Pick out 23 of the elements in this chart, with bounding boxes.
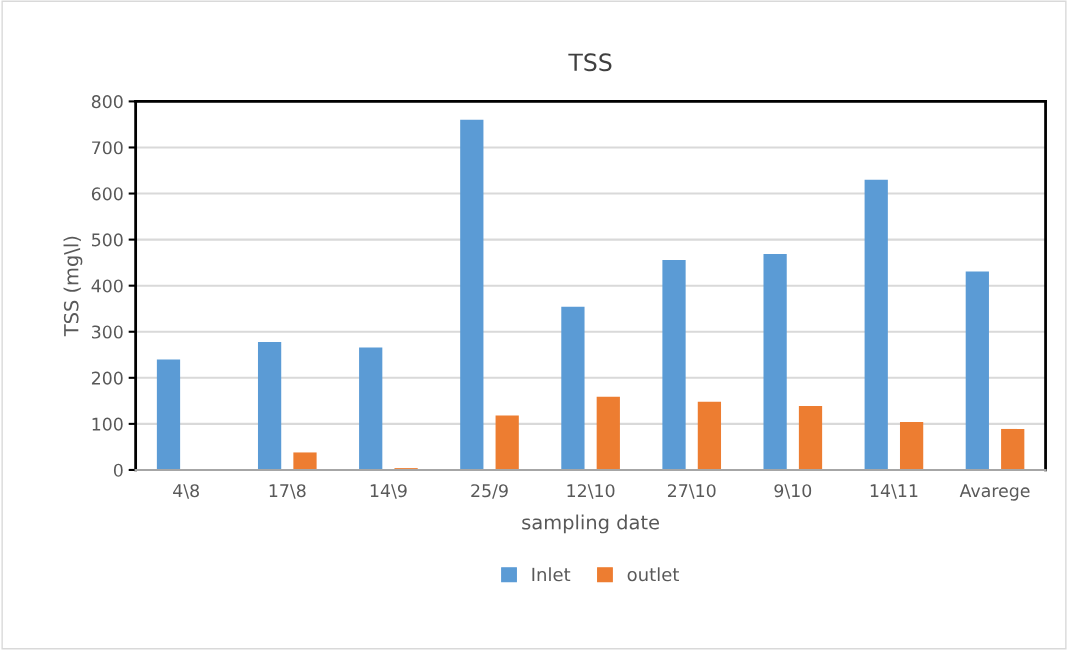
chart-title: TSS [568,53,612,72]
y-tick-label: 200 [91,371,123,385]
y-axis-title: TSS (mg\l) [63,236,83,337]
x-tick-label: 25/9 [471,484,508,499]
x-tick-label: 14\9 [370,484,407,499]
x-tick-label: 17\8 [269,484,306,499]
y-tick-label: 500 [92,233,123,247]
y-tick-label: 0 [113,463,123,477]
y-tick-label: 300 [92,325,123,339]
x-tick-label: 9\10 [774,484,812,499]
y-tick-label: 100 [92,417,123,431]
y-tick-label: 700 [92,141,123,155]
x-tick-label: 12\10 [567,484,615,499]
x-axis-title: sampling date [522,514,659,534]
legend-label: outlet [627,567,679,582]
y-tick-label: 400 [91,279,123,293]
y-tick-label: 600 [91,187,123,201]
legend-label: Inlet [532,567,571,582]
y-tick-label: 800 [91,95,123,109]
x-tick-label: 4\8 [173,484,199,499]
x-tick-label: 14\11 [870,484,918,499]
x-tick-label: Avarege [959,484,1030,501]
x-tick-label: 27\10 [667,484,716,499]
